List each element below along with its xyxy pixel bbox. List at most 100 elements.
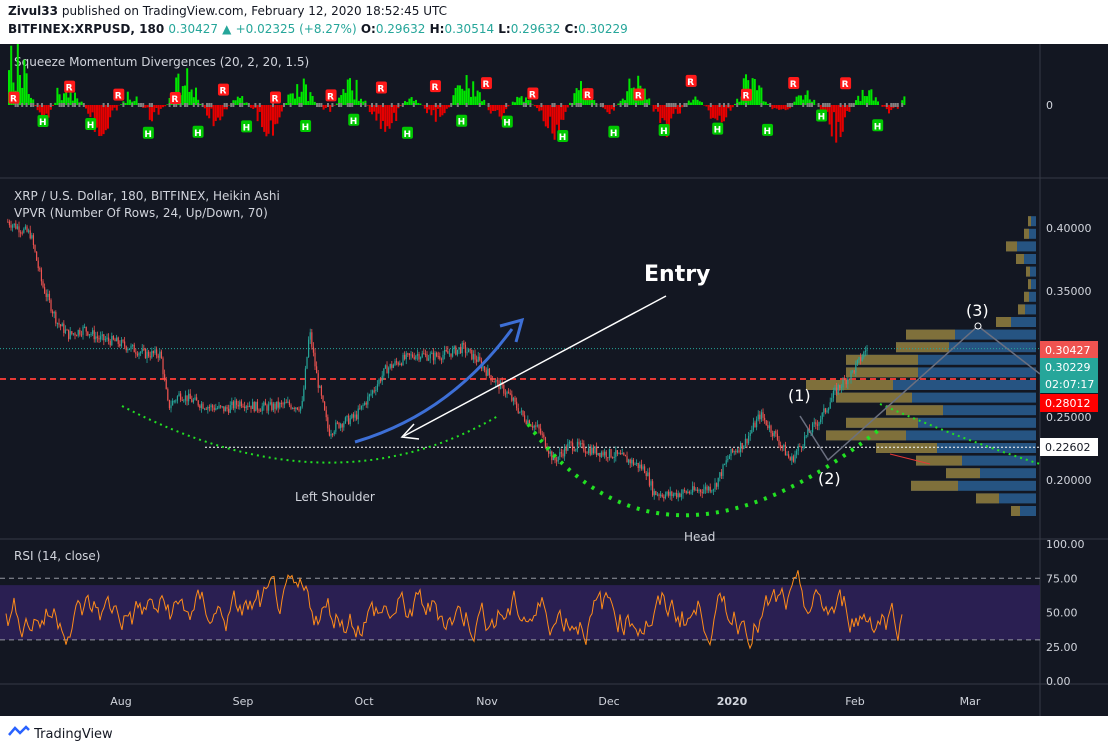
squeeze-bar <box>525 97 527 105</box>
candle-body <box>789 457 791 461</box>
squeeze-dot <box>828 103 831 107</box>
candle-body <box>255 401 257 412</box>
squeeze-h-marker <box>762 123 774 136</box>
candle-body <box>720 472 723 476</box>
candle-body <box>378 379 380 385</box>
publisher-name[interactable]: Zivul33 <box>8 4 58 18</box>
squeeze-dot <box>49 103 52 107</box>
squeeze-bar <box>382 105 384 121</box>
candle-body <box>604 451 606 456</box>
candle-body <box>170 405 172 409</box>
vpvr-row-up <box>946 468 980 479</box>
squeeze-bar <box>760 87 763 105</box>
time-axis[interactable]: Aug Sep Oct Nov Dec 2020 Feb Mar <box>110 695 981 708</box>
candle-body <box>424 353 427 355</box>
candle-body <box>40 269 43 282</box>
squeeze-bar <box>448 105 450 108</box>
squeeze-bar <box>307 101 310 105</box>
squeeze-bar <box>63 93 65 105</box>
squeeze-bar <box>157 105 160 115</box>
squeeze-marker-label: R <box>171 95 178 105</box>
squeeze-dot <box>789 103 791 107</box>
squeeze-dot <box>184 103 186 107</box>
candle-body <box>165 379 167 390</box>
squeeze-bar <box>492 105 494 111</box>
squeeze-dot <box>670 103 673 107</box>
candle-body <box>637 462 639 468</box>
squeeze-bar <box>406 101 409 105</box>
squeeze-r-marker <box>269 91 281 104</box>
candle-body <box>602 452 604 456</box>
squeeze-bar <box>828 105 831 125</box>
candle-body <box>159 351 161 358</box>
candle-body <box>423 353 425 355</box>
candle-body <box>543 434 545 438</box>
candle-body <box>541 433 543 435</box>
squeeze-r-marker <box>582 88 594 101</box>
candle-body <box>444 350 446 355</box>
squeeze-dot <box>206 103 208 107</box>
tradingview-logo[interactable]: TradingView <box>8 725 113 743</box>
vpvr-row-up <box>1016 254 1024 264</box>
squeeze-dot <box>168 103 171 107</box>
squeeze-bar <box>135 96 138 105</box>
candle-body <box>136 353 139 356</box>
squeeze-bar <box>786 105 789 110</box>
squeeze-bar <box>709 105 712 119</box>
candle-body <box>836 387 838 394</box>
squeeze-bar <box>181 86 184 105</box>
squeeze-marker-label: R <box>115 92 122 102</box>
squeeze-bar <box>566 105 569 108</box>
candle-body <box>295 407 297 409</box>
squeeze-dot <box>102 103 105 107</box>
time-tick-label: Mar <box>960 695 981 708</box>
squeeze-bar <box>646 99 648 105</box>
candle-body <box>740 442 742 453</box>
price-tag-label: 02:07:17 <box>1045 378 1094 391</box>
candle-body <box>432 352 435 361</box>
squeeze-bar <box>219 105 222 121</box>
candle-body <box>88 334 91 336</box>
squeeze-dot <box>316 103 318 107</box>
candle-body <box>837 385 839 394</box>
footer: TradingView <box>0 716 1108 750</box>
candle-body <box>728 456 731 459</box>
squeeze-dot <box>852 103 855 107</box>
squeeze-bar <box>280 105 283 112</box>
candle-body <box>765 420 767 426</box>
candle-body <box>458 347 460 350</box>
candle-body <box>608 449 611 458</box>
squeeze-bar <box>267 105 270 134</box>
squeeze-dot <box>885 103 888 107</box>
candle-body <box>357 408 359 420</box>
squeeze-dot <box>210 103 213 107</box>
chart-canvas[interactable]: Squeeze Momentum Divergences (20, 2, 20,… <box>0 44 1108 716</box>
squeeze-bar <box>681 105 684 108</box>
candle-body <box>647 472 649 477</box>
squeeze-dot <box>811 103 813 107</box>
squeeze-marker-label: R <box>377 84 384 94</box>
rsi-axis[interactable]: 100.00 75.00 50.00 25.00 0.00 <box>1046 538 1085 688</box>
vpvr-row-down <box>1026 266 1036 277</box>
low-value: 0.29632 <box>510 22 561 36</box>
squeeze-dot <box>82 103 85 107</box>
squeeze-bar <box>313 101 316 105</box>
candle-body <box>802 445 804 448</box>
vpvr-row-down <box>846 417 1036 428</box>
candle-body <box>418 354 420 360</box>
squeeze-bar <box>540 105 543 111</box>
squeeze-bar <box>670 105 673 119</box>
squeeze-bar <box>487 105 490 111</box>
squeeze-bar <box>364 100 367 105</box>
squeeze-marker-label: H <box>403 130 411 140</box>
candle-body <box>437 356 439 358</box>
squeeze-bar <box>148 105 151 120</box>
candle-body <box>549 451 551 454</box>
squeeze-dot <box>208 103 211 107</box>
candle-body <box>461 342 463 353</box>
price-tick-label: 0.20000 <box>1046 474 1092 487</box>
squeeze-dot <box>824 103 827 107</box>
candle-body <box>524 415 526 422</box>
candle-body <box>415 355 417 359</box>
candle-body <box>863 351 865 358</box>
